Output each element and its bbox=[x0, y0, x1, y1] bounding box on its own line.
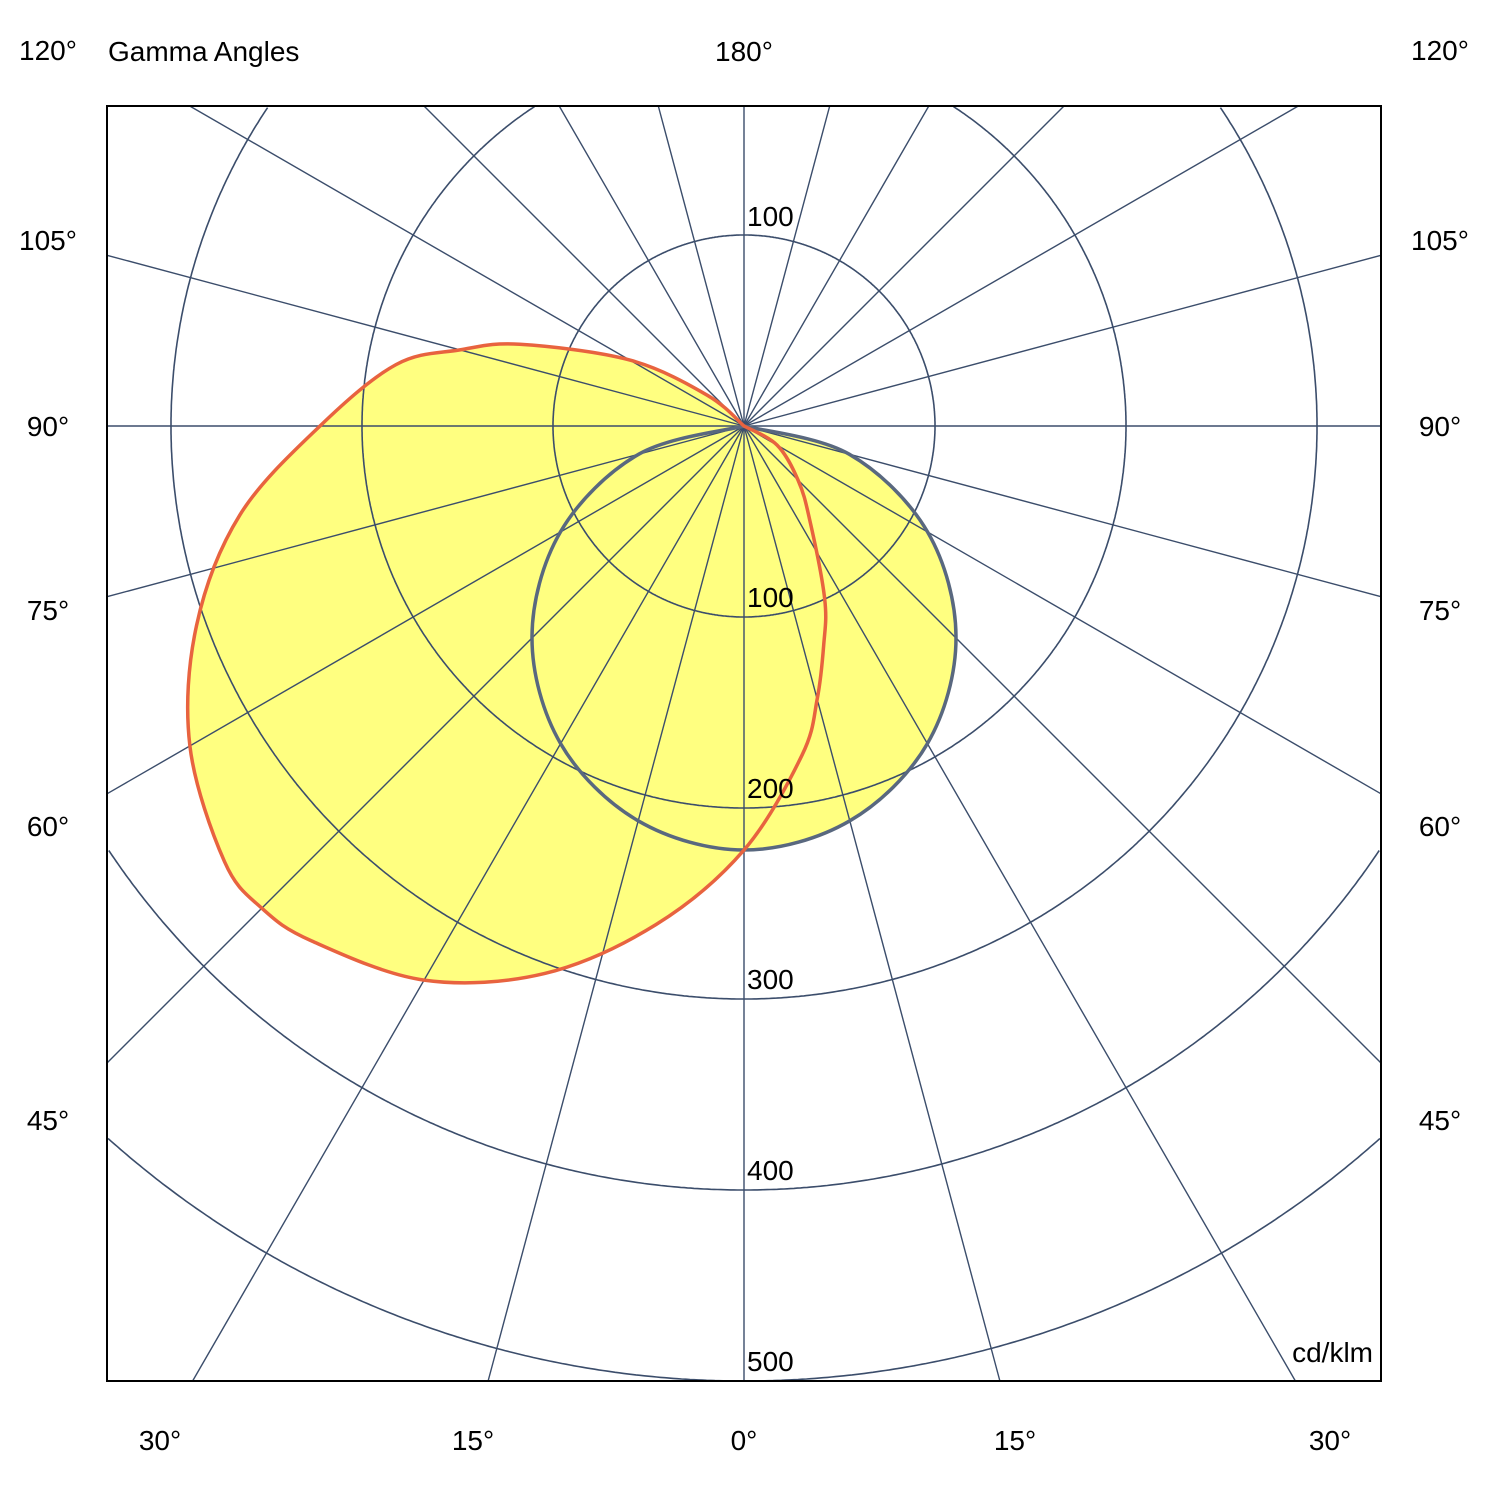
bottom-angle-label: 0° bbox=[731, 1425, 758, 1456]
ring-label-500: 500 bbox=[747, 1346, 794, 1377]
ring-label-200: 200 bbox=[747, 773, 794, 804]
spoke-150 bbox=[558, 105, 745, 427]
ring-label-upper: 100 bbox=[747, 201, 794, 232]
right-angle-label: 60° bbox=[1419, 811, 1461, 842]
chart-title: Gamma Angles bbox=[108, 36, 299, 67]
right-angle-label: 45° bbox=[1419, 1105, 1461, 1136]
spoke-120 bbox=[189, 105, 745, 427]
spoke-345 bbox=[743, 425, 1001, 1382]
right-angle-label: 75° bbox=[1419, 595, 1461, 626]
right-angle-label: 105° bbox=[1411, 225, 1469, 256]
spoke-210 bbox=[743, 105, 930, 427]
spoke-300 bbox=[743, 425, 1382, 795]
bottom-angle-label: 30° bbox=[1309, 1425, 1351, 1456]
left-angle-label: 90° bbox=[27, 411, 69, 442]
spoke-315 bbox=[743, 425, 1382, 1064]
top-angle-label: 180° bbox=[715, 36, 773, 67]
spoke-30 bbox=[191, 425, 745, 1382]
left-angle-label: 75° bbox=[27, 595, 69, 626]
unit-label: cd/klm bbox=[1292, 1337, 1373, 1368]
spoke-225 bbox=[743, 105, 1065, 427]
ring-label-100: 100 bbox=[747, 582, 794, 613]
ring-label-400: 400 bbox=[747, 1155, 794, 1186]
left-angle-label: 105° bbox=[19, 225, 77, 256]
spoke-165 bbox=[657, 105, 745, 427]
bottom-angle-label: 15° bbox=[994, 1425, 1036, 1456]
ring-200 bbox=[361, 105, 1127, 809]
series-1-line bbox=[185, 342, 828, 985]
right-angle-label: 90° bbox=[1419, 411, 1461, 442]
left-angle-label: 120° bbox=[19, 35, 77, 66]
spoke-195 bbox=[743, 105, 831, 427]
plot-frame bbox=[106, 105, 1382, 1382]
ring-300 bbox=[170, 107, 1318, 1000]
spoke-240 bbox=[743, 105, 1299, 427]
ring-500 bbox=[107, 1137, 1381, 1382]
spoke-135 bbox=[423, 105, 745, 427]
spoke-60 bbox=[106, 425, 745, 795]
spoke-255 bbox=[743, 254, 1382, 427]
right-angle-label: 120° bbox=[1411, 35, 1469, 66]
spoke-15 bbox=[487, 425, 745, 1382]
ring-400 bbox=[108, 850, 1380, 1191]
spoke-330 bbox=[743, 425, 1297, 1382]
left-angle-label: 45° bbox=[27, 1105, 69, 1136]
left-angle-label: 60° bbox=[27, 811, 69, 842]
ring-label-300: 300 bbox=[747, 964, 794, 995]
bottom-angle-label: 30° bbox=[139, 1425, 181, 1456]
bottom-angle-label: 15° bbox=[452, 1425, 494, 1456]
spoke-105 bbox=[106, 254, 745, 427]
spoke-45 bbox=[106, 425, 745, 1064]
